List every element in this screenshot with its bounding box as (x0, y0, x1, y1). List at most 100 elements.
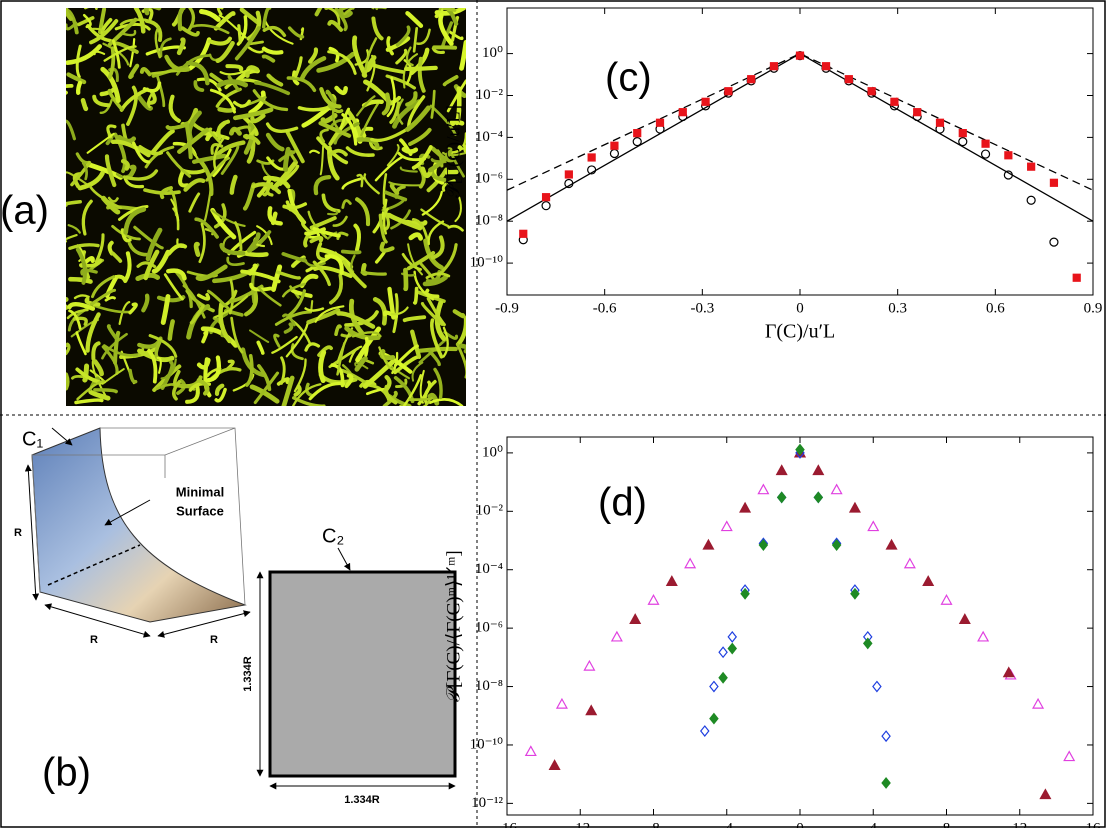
vortex (316, 242, 326, 262)
vortex (252, 89, 289, 112)
vortex (354, 361, 369, 370)
plot-area (507, 51, 1093, 282)
vortex (114, 22, 151, 31)
vortex (66, 44, 102, 65)
point (727, 642, 738, 655)
vortex (111, 224, 141, 241)
vortex (143, 249, 160, 281)
vortex (434, 300, 447, 342)
vortex (318, 349, 327, 384)
vortex (410, 329, 421, 358)
vortex (305, 382, 314, 398)
vortex (281, 375, 295, 406)
vortex (327, 50, 357, 75)
vortex (420, 208, 450, 228)
vortex (103, 344, 139, 357)
x-tick-label: -8 (647, 820, 660, 828)
vortex (416, 28, 431, 45)
vortex (160, 294, 171, 325)
vortex (360, 270, 387, 276)
vortex (378, 213, 388, 244)
point (727, 630, 738, 643)
vortex (243, 134, 261, 145)
vortex (196, 292, 211, 301)
vortex (148, 334, 178, 358)
vortex (128, 368, 138, 384)
vortex (120, 29, 137, 37)
vortex (107, 240, 114, 256)
point (862, 637, 873, 650)
vortex (200, 326, 239, 348)
vortex (201, 330, 209, 344)
vortex (455, 316, 466, 347)
x-tick-label: -12 (570, 820, 590, 828)
vortex (67, 224, 81, 234)
point (769, 62, 779, 71)
vortex (68, 276, 93, 284)
surface-diagram (24, 427, 457, 790)
vortex (382, 206, 391, 231)
vortex (404, 65, 438, 72)
vortex (446, 29, 464, 41)
vortex (159, 37, 172, 58)
vortex (66, 308, 89, 320)
vortex (104, 154, 117, 188)
y-axis-label: 𝒫[Γ(C)/⟨Γ(C)ᵐ⟩¹ᐟᵐ] (443, 550, 464, 701)
vortex (207, 36, 232, 46)
point (940, 594, 953, 605)
vortex (427, 220, 445, 246)
vortex (215, 40, 235, 64)
vortex (402, 374, 423, 406)
vortex (304, 307, 325, 312)
y-tick-label: 10⁰ (482, 444, 503, 460)
vortex (217, 106, 237, 113)
x-tick-label: -16 (497, 820, 517, 828)
x-tick-label: 4 (870, 820, 878, 828)
x-tick-label: 0 (796, 300, 804, 316)
point (775, 464, 788, 476)
vortex (274, 310, 312, 326)
vortex (319, 87, 342, 109)
point (1003, 170, 1013, 180)
vortex (68, 243, 100, 250)
chart: -16 -12 -8 -4 0 4 8 12 16 10⁰ 10⁻² 10⁻⁴ 10⁻⁶ 10⁻⁸ 10⁻¹… (443, 436, 1101, 828)
vortex (66, 199, 82, 207)
vortex (339, 8, 355, 12)
vortex (265, 132, 285, 152)
dim-label: 1.334R (242, 656, 254, 692)
vortex (364, 336, 369, 357)
vortex (446, 79, 466, 113)
vortex (343, 8, 375, 16)
vortex (216, 8, 224, 16)
y-tick-label: 10⁻⁴ (475, 129, 503, 145)
vortex (405, 91, 418, 107)
point (548, 759, 561, 770)
vortex (84, 296, 101, 307)
y-tick-label: 10⁻¹⁰ (470, 255, 503, 271)
vortex (382, 173, 388, 206)
vortex (118, 301, 131, 325)
vortex (426, 297, 446, 327)
vortex (265, 182, 274, 197)
vortex (239, 8, 260, 25)
vortex (66, 343, 68, 348)
vortex (395, 25, 411, 47)
point (524, 745, 537, 757)
point (867, 520, 880, 532)
vortex (330, 363, 345, 388)
vortex (150, 129, 175, 155)
vortex (141, 293, 150, 313)
vortex (447, 224, 464, 232)
point (867, 87, 876, 96)
chart: -0.9 -0.6 -0.3 0 0.3 0.6 0.9 10⁰ 10⁻² 10⁻⁴ 10⁻⁶ 10⁻… (443, 7, 1102, 343)
vortex (233, 107, 274, 121)
vortex (246, 232, 261, 253)
vortex (135, 272, 161, 282)
vortex (428, 147, 453, 173)
vortex (405, 46, 414, 67)
vortex (216, 119, 231, 141)
point (1032, 697, 1045, 709)
vortex (294, 56, 303, 78)
vortex (411, 218, 429, 243)
point (813, 491, 824, 504)
